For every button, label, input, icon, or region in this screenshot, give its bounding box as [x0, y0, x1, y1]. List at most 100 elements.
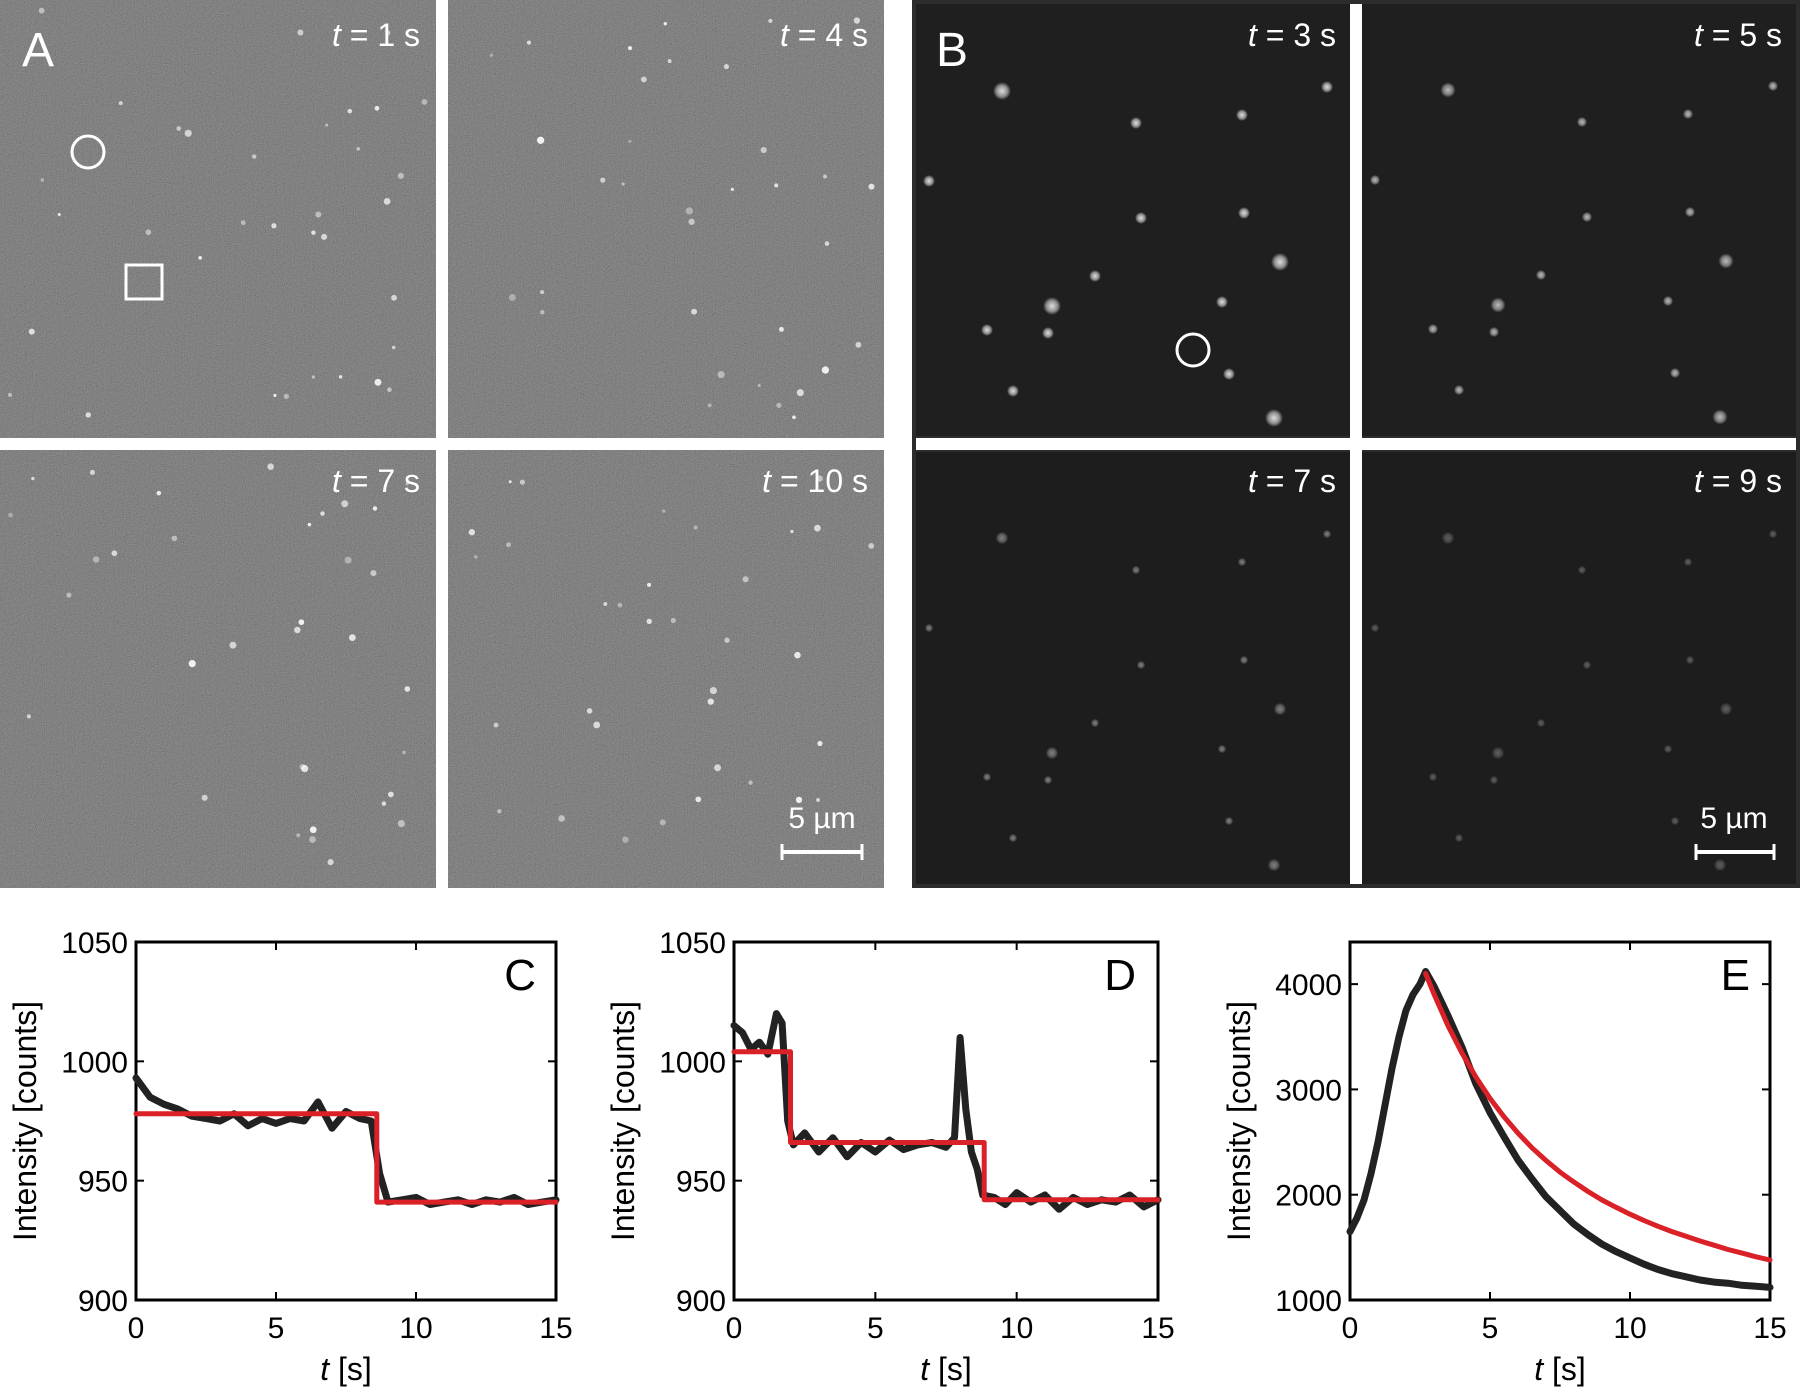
fluorescent-spot [1370, 623, 1380, 633]
fluorescent-spot [66, 592, 72, 598]
fluorescent-spot [1685, 655, 1695, 665]
fluorescent-spot [742, 576, 749, 583]
fluorescent-spot [993, 82, 1011, 100]
y-tick-label: 900 [676, 1285, 726, 1318]
chart-e: 0 5 10 15 1000 2000 3000 4000 Et [s] Intensity [c… [1221, 940, 1787, 1387]
panel-letter: E [1721, 951, 1750, 1000]
fluorescent-spot [374, 105, 380, 111]
fluorescent-spot [1454, 833, 1464, 843]
fluorescent-spot [1322, 529, 1332, 539]
fluorescent-spot [1045, 746, 1059, 760]
fluorescent-spot [176, 126, 182, 131]
fluorescent-spot [309, 836, 316, 843]
fluorescent-spot [198, 256, 202, 260]
fluorescent-spot [325, 123, 329, 127]
fluorescent-spot [1136, 660, 1146, 670]
fluorescent-spot [1491, 746, 1505, 760]
fluorescent-spot [374, 378, 382, 386]
fluorescent-spot [707, 698, 714, 705]
fluorescent-spot [730, 187, 735, 192]
fluorescent-spot [385, 30, 391, 36]
fluorescent-spot [28, 328, 35, 335]
fluorescent-spot [8, 512, 13, 518]
x-tick-label: 10 [399, 1312, 432, 1345]
y-tick-label: 2000 [1275, 1180, 1342, 1213]
fit-line [133, 1111, 559, 1205]
fluorescent-spot [1662, 295, 1674, 307]
fluorescent-spot [145, 229, 152, 236]
fluorescent-spot [693, 525, 698, 530]
fluorescent-spot [92, 556, 100, 563]
x-tick-label: 0 [726, 1312, 743, 1345]
fit-line [1423, 971, 1773, 1263]
fluorescent-spot [995, 531, 1009, 545]
fluorescent-spot [315, 211, 322, 218]
fluorescent-spot [111, 550, 118, 557]
fluorescent-spot [1043, 297, 1061, 315]
fluorescent-spot [347, 108, 353, 114]
y-tick-label: 1050 [61, 927, 128, 960]
panel-a-spots [7, 7, 875, 866]
x-tick-label: 0 [1342, 1312, 1359, 1345]
fluorescent-spot [1577, 565, 1587, 575]
fluorescent-spot [790, 529, 794, 534]
fluorescent-spot [40, 178, 45, 182]
fluorescent-spot [273, 393, 277, 397]
fluorescent-spot [1089, 270, 1101, 282]
fluorescent-spot [659, 819, 666, 826]
fluorescent-spot [1216, 296, 1228, 308]
fluorescent-spot [855, 341, 862, 348]
fluorescent-spot [695, 796, 702, 803]
fluorescent-spot [1239, 655, 1249, 665]
fluorescent-spot [89, 469, 96, 475]
fluorescent-spot [508, 480, 512, 484]
fluorescent-spot [1581, 211, 1593, 223]
fluorescent-spot [38, 7, 45, 14]
fluorescent-spot [1267, 858, 1281, 872]
panel-b-time-4: t = 9 s [1694, 463, 1782, 499]
fluorescent-spot [506, 542, 512, 548]
fluorescent-spot [26, 714, 31, 719]
fluorescent-spot [387, 791, 394, 798]
fluorescent-spot [320, 511, 325, 516]
y-tick-label: 1000 [61, 1046, 128, 1079]
fluorescent-spot [717, 371, 725, 379]
fluorescent-spot [1576, 116, 1588, 128]
fluorescent-spot [640, 76, 647, 83]
fluorescent-spot [298, 619, 305, 626]
panel-a-frame-4 [448, 450, 884, 888]
fluorescent-spot [1719, 702, 1733, 716]
y-tick-label: 1000 [659, 1046, 726, 1079]
fluorescent-spot [691, 308, 698, 315]
plot-frame [134, 940, 558, 1302]
fluorescent-spot [1683, 557, 1693, 567]
fluorescent-spot [497, 809, 502, 814]
fluorescent-spot [814, 524, 821, 532]
fluorescent-spot [156, 490, 162, 496]
y-tick-label: 900 [78, 1285, 128, 1318]
panel-a-time-4: t = 10 s [762, 463, 868, 499]
panel-b-scale-label: 5 µm [1700, 802, 1767, 835]
x-tick-label: 10 [1000, 1312, 1033, 1345]
fluorescent-spot [688, 218, 695, 225]
fluorescent-spot [338, 375, 343, 379]
fluorescent-spot [381, 801, 387, 806]
fluorescent-spot [1535, 269, 1547, 281]
x-tick-label: 0 [128, 1312, 145, 1345]
fluorescent-spot [1713, 858, 1727, 872]
fluorescent-spot [1130, 117, 1142, 129]
panel-a-frame-2 [448, 0, 884, 438]
panel-b-frame-1 [916, 4, 1350, 436]
panel-a-circle-marker [70, 134, 106, 170]
panel-a-time-2: t = 4 s [780, 17, 868, 53]
fluorescent-spot [586, 708, 593, 714]
fluorescent-spot [201, 794, 208, 801]
fluorescent-spot [297, 29, 304, 36]
panel-a-letter: A [22, 24, 54, 77]
fluorescent-spot [370, 570, 377, 577]
intensity-trace [1346, 968, 1774, 1291]
x-tick-label: 5 [867, 1312, 884, 1345]
panel-letter: C [504, 951, 536, 1000]
fluorescent-spot [1223, 368, 1235, 380]
